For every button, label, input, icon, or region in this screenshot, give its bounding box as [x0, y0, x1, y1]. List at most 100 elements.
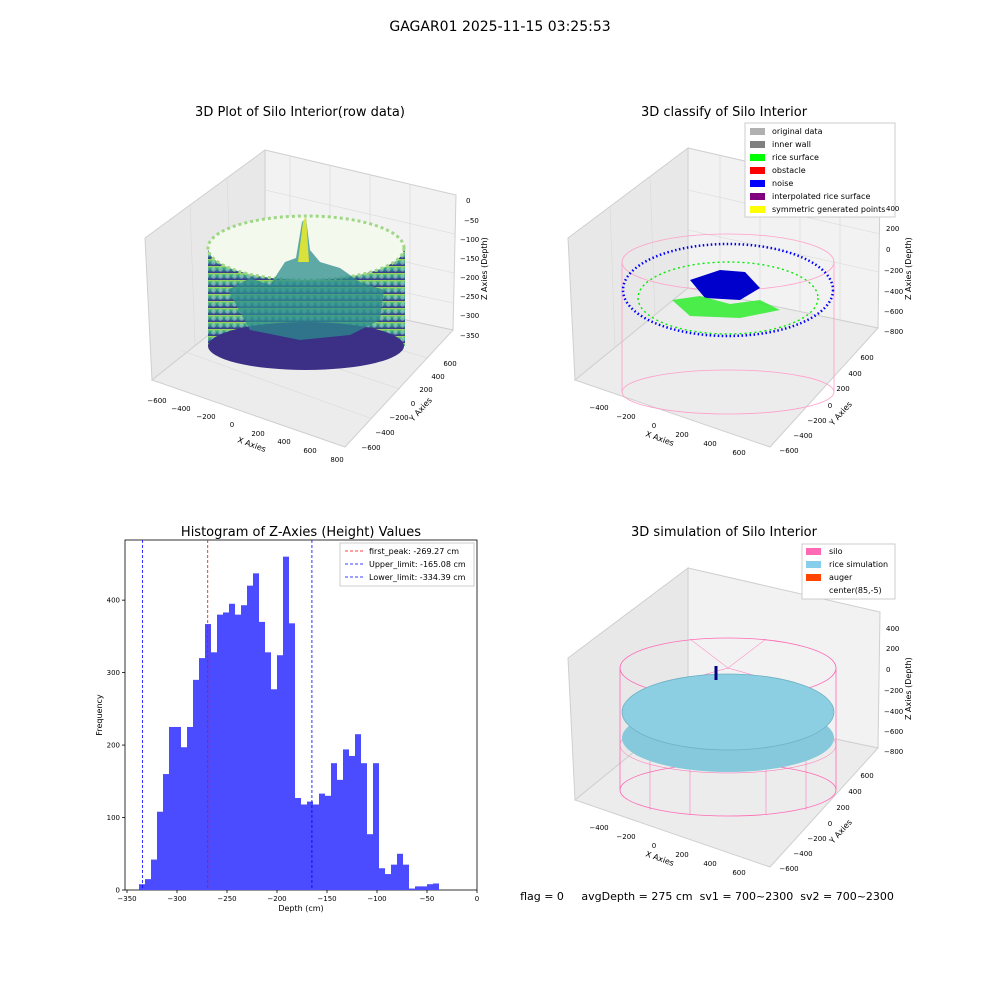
- raw-ytick-5: 400: [431, 373, 444, 381]
- hist-bar: [217, 614, 223, 890]
- hist-bar: [157, 811, 163, 890]
- sim-legend: silo rice simulation auger center(85,-5): [801, 543, 896, 600]
- classify-rice-patch: [672, 296, 780, 318]
- hist-ytick-label: 300: [107, 669, 120, 677]
- hist-legend-label-2: Lower_limit: -334.39 cm: [369, 573, 466, 582]
- raw-ytick-4: 200: [419, 386, 432, 394]
- raw-ztick-7: −350: [460, 332, 479, 340]
- hist-bar: [409, 888, 415, 890]
- classify-xtick-5: 600: [732, 449, 745, 457]
- raw-xtick-3: 0: [230, 421, 234, 429]
- panel-classify-3d: 3D classify of Silo Interior: [567, 105, 913, 457]
- raw-ztick-5: −250: [460, 293, 479, 301]
- hist-bar: [373, 763, 379, 890]
- hist-bar: [283, 556, 289, 890]
- panel-simulation-3d: 3D simulation of Silo Interior silo rice…: [567, 525, 913, 877]
- hist-bar: [391, 864, 397, 890]
- hist-bar: [211, 652, 217, 890]
- sim-xtick-1: −200: [616, 833, 635, 841]
- sim-ytick-5: 400: [848, 788, 861, 796]
- hist-bar: [337, 779, 343, 890]
- classify-legend-swatch-4: [750, 180, 765, 187]
- hist-xtick-label: 0: [475, 895, 479, 903]
- sim-legend-label-1: rice simulation: [829, 560, 888, 569]
- hist-bar: [379, 868, 385, 890]
- raw-rice-surface: [228, 218, 384, 340]
- hist-bar: [181, 747, 187, 890]
- classify-floor: [573, 287, 879, 448]
- hist-xtick-label: −350: [117, 895, 136, 903]
- hist-bar: [235, 614, 241, 890]
- classify-legend-label-0: original data: [772, 127, 823, 136]
- hist-bar: [259, 621, 265, 890]
- classify-legend-label-4: noise: [772, 179, 793, 188]
- hist-xtick-label: −250: [217, 895, 236, 903]
- panel-raw-title: 3D Plot of Silo Interior(row data): [195, 105, 405, 120]
- sim-ytick-4: 200: [836, 804, 849, 812]
- hist-xtick-label: −200: [267, 895, 286, 903]
- hist-title: Histogram of Z-Axies (Height) Values: [181, 525, 421, 540]
- sim-legend-swatch-2: [806, 574, 821, 581]
- hist-bar: [229, 603, 235, 890]
- sim-ztick-2: 0: [886, 666, 890, 674]
- suptitle: GAGAR01 2025-11-15 03:25:53: [389, 19, 610, 35]
- sim-ytick-3: 0: [828, 820, 832, 828]
- panel-classify-title: 3D classify of Silo Interior: [641, 105, 808, 120]
- hist-bar: [355, 734, 361, 890]
- classify-ztick-2: 0: [886, 246, 890, 254]
- hist-bar: [277, 655, 283, 890]
- hist-bar: [295, 797, 301, 890]
- hist-reference-lines: [142, 540, 313, 890]
- raw-ztick-0: 0: [466, 197, 470, 205]
- classify-legend-swatch-2: [750, 154, 765, 161]
- sim-ztick-1: 200: [886, 645, 899, 653]
- panel-simulation-title: 3D simulation of Silo Interior: [631, 525, 818, 540]
- raw-ytick-3: 0: [411, 400, 415, 408]
- hist-bars: [139, 556, 439, 890]
- sim-ztick-6: −800: [884, 748, 903, 756]
- classify-legend-swatch-1: [750, 141, 765, 148]
- raw-xtick-0: −600: [147, 397, 166, 405]
- hist-xtick-label: −150: [317, 895, 336, 903]
- sim-legend-swatch-0: [806, 548, 821, 555]
- sim-legend-swatch-3: [806, 587, 821, 594]
- classify-ytick-2: −200: [807, 417, 826, 425]
- classify-legend-label-1: inner wall: [772, 140, 811, 149]
- sim-legend-label-3: center(85,-5): [829, 586, 882, 595]
- sim-xtick-0: −400: [589, 824, 608, 832]
- hist-bar: [349, 755, 355, 890]
- hist-y-axis: 0 100 200 300 400: [107, 597, 125, 895]
- panel-raw-3d: 3D Plot of Silo Interior(row data) −600 …: [144, 105, 489, 464]
- classify-legend-label-5: interpolated rice surface: [772, 192, 870, 201]
- raw-zlabel: Z Axies (Depth): [480, 237, 489, 300]
- hist-bar: [247, 585, 253, 890]
- raw-ytick-0: −600: [361, 444, 380, 452]
- classify-xlabel: X Axies: [644, 429, 675, 448]
- raw-ytick-2: −200: [389, 414, 408, 422]
- hist-xtick-label: −50: [420, 895, 435, 903]
- raw-xtick-5: 400: [277, 438, 290, 446]
- hist-bar: [199, 658, 205, 890]
- classify-legend-swatch-3: [750, 167, 765, 174]
- hist-legend: first_peak: -269.27 cm Upper_limit: -165…: [339, 542, 475, 587]
- classify-xtick-4: 400: [703, 440, 716, 448]
- raw-xtick-4: 200: [251, 430, 264, 438]
- raw-ztick-2: −100: [460, 236, 479, 244]
- classify-noise-ring: [621, 242, 835, 338]
- hist-bar: [241, 605, 247, 890]
- classify-xtick-0: −400: [589, 404, 608, 412]
- sim-ztick-4: −400: [884, 708, 903, 716]
- hist-bar: [415, 886, 421, 890]
- raw-xtick-1: −400: [171, 405, 190, 413]
- hist-xtick-label: −100: [367, 895, 386, 903]
- classify-ztick-1: 200: [886, 225, 899, 233]
- hist-bar: [187, 726, 193, 890]
- classify-ytick-3: 0: [828, 402, 832, 410]
- panel-histogram: Histogram of Z-Axies (Height) Values −35…: [95, 525, 479, 913]
- classify-ytick-1: −400: [793, 432, 812, 440]
- hist-bar: [433, 883, 439, 890]
- classify-ztick-4: −400: [884, 288, 903, 296]
- hist-bar: [367, 834, 373, 890]
- hist-bar: [289, 623, 295, 890]
